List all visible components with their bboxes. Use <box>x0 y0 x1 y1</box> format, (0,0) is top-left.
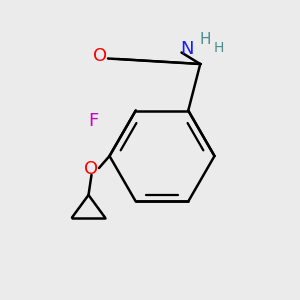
Text: H: H <box>200 32 211 46</box>
Text: N: N <box>181 40 194 58</box>
Text: F: F <box>88 112 98 130</box>
Text: H: H <box>214 41 224 55</box>
Text: O: O <box>93 46 108 64</box>
Text: O: O <box>84 160 99 178</box>
